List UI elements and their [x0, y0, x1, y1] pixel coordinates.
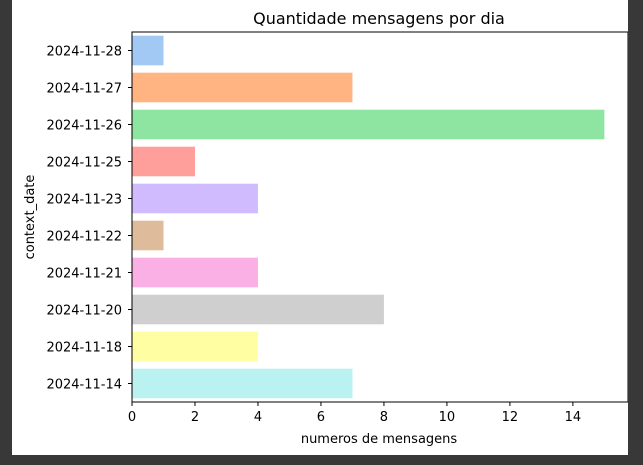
bar-2024-11-14 [132, 368, 353, 399]
chart-title: Quantidade mensagens por dia [253, 9, 505, 28]
x-tick-label: 6 [317, 410, 325, 425]
y-tick-label: 2024-11-26 [46, 119, 122, 134]
y-axis-title: context_date [23, 175, 38, 260]
bar-2024-11-22 [132, 220, 164, 251]
bar-2024-11-28 [132, 35, 164, 66]
y-tick-label: 2024-11-25 [46, 156, 122, 171]
y-tick-label: 2024-11-21 [46, 267, 122, 282]
x-axis-title: numeros de mensagens [301, 432, 458, 447]
x-tick-label: 4 [254, 410, 262, 425]
y-ticks-group: 2024-11-28 2024-11-27 2024-11-26 2024-11-25… [46, 45, 132, 393]
y-tick-label: 2024-11-14 [46, 378, 122, 393]
x-tick-label: 10 [439, 410, 456, 425]
bars-group [132, 35, 605, 399]
bar-2024-11-18 [132, 331, 258, 362]
bar-2024-11-21 [132, 257, 258, 288]
bar-2024-11-23 [132, 183, 258, 214]
x-ticks-group: 0 2 4 6 8 10 12 14 [128, 402, 581, 425]
y-tick-label: 2024-11-18 [46, 341, 122, 356]
bar-2024-11-20 [132, 294, 384, 325]
x-tick-label: 2 [191, 410, 199, 425]
bar-2024-11-26 [132, 109, 605, 140]
bar-2024-11-27 [132, 72, 353, 103]
bar-2024-11-25 [132, 146, 195, 177]
y-tick-label: 2024-11-23 [46, 193, 122, 208]
x-tick-label: 0 [128, 410, 136, 425]
y-tick-label: 2024-11-20 [46, 304, 122, 319]
y-tick-label: 2024-11-27 [46, 82, 122, 97]
chart-figure: Quantidade mensagens por dia 2024-11-28 2… [12, 0, 628, 455]
x-tick-label: 12 [502, 410, 519, 425]
y-tick-label: 2024-11-22 [46, 230, 122, 245]
x-tick-label: 14 [565, 410, 582, 425]
x-tick-label: 8 [380, 410, 388, 425]
bar-chart: Quantidade mensagens por dia 2024-11-282… [23, 9, 628, 447]
axes-frame [131, 31, 628, 403]
y-tick-label: 2024-11-28 [46, 45, 122, 60]
